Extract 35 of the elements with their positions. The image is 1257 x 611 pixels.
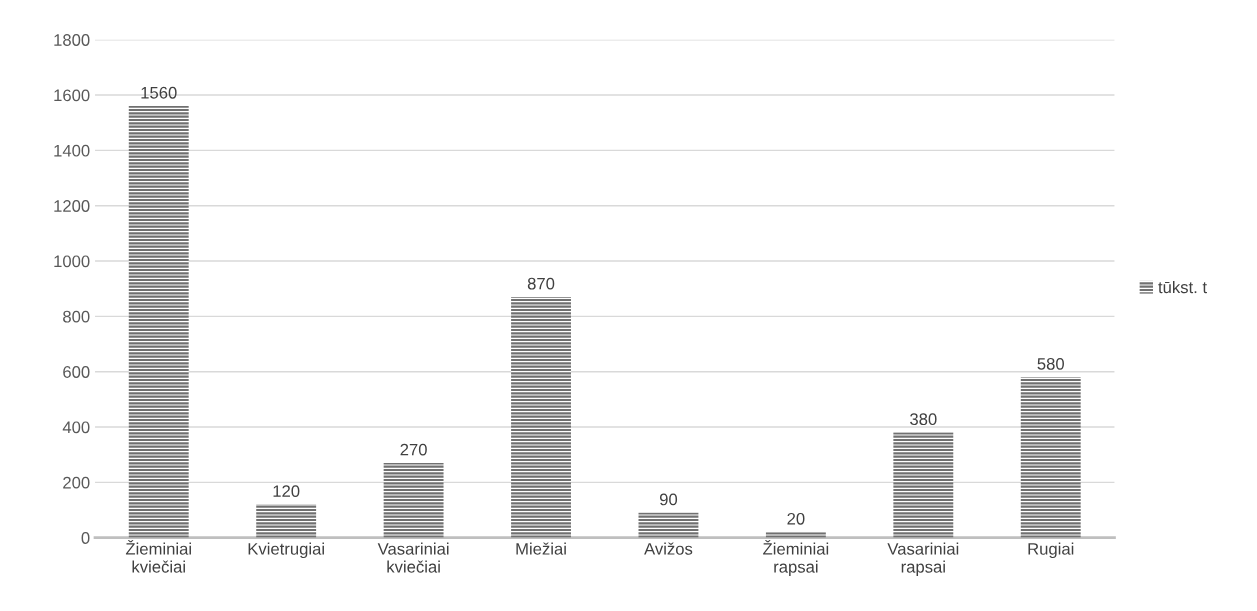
y-tick-label: 1400 bbox=[54, 144, 90, 157]
bar bbox=[511, 297, 571, 538]
y-tick-label: 1000 bbox=[54, 255, 90, 268]
bar bbox=[1020, 377, 1081, 538]
y-tick-label: 1600 bbox=[54, 89, 90, 102]
data-label: 870 bbox=[527, 277, 555, 290]
y-tick-label: 1800 bbox=[54, 34, 90, 46]
y-tick-label: 1200 bbox=[54, 200, 90, 212]
bar bbox=[128, 106, 189, 538]
data-label: 1560 bbox=[141, 86, 177, 99]
y-tick-label: 400 bbox=[62, 421, 90, 434]
x-tick-label: Žieminiai kviečiai bbox=[125, 540, 191, 573]
data-label: 580 bbox=[1037, 357, 1064, 370]
x-tick-label: Avižos bbox=[644, 542, 693, 555]
data-label: 90 bbox=[659, 493, 678, 506]
y-tick-label: 800 bbox=[63, 310, 90, 323]
y-tick-label: 0 bbox=[81, 532, 90, 544]
bar bbox=[893, 432, 954, 538]
data-label: 120 bbox=[273, 485, 300, 498]
x-tick-label: Miežiai bbox=[516, 542, 566, 555]
data-label: 380 bbox=[910, 413, 937, 426]
data-label: 20 bbox=[787, 512, 805, 525]
y-tick-label: 200 bbox=[63, 476, 90, 489]
x-tick-label: Vasariniai kviečiai bbox=[377, 542, 449, 573]
y-tick-label: 600 bbox=[63, 366, 90, 378]
bar bbox=[638, 512, 699, 538]
data-label: 270 bbox=[400, 443, 427, 456]
bar bbox=[256, 504, 317, 538]
bar bbox=[765, 532, 826, 538]
x-tick-label: Rugiai bbox=[1028, 542, 1074, 559]
x-tick-label: Vasariniai rapsai bbox=[887, 542, 959, 577]
bar bbox=[383, 462, 444, 538]
x-tick-label: Kvietrugiai bbox=[248, 542, 324, 559]
x-tick-label: Žieminiai rapsai bbox=[763, 540, 829, 577]
legend-label: tūkst. t bbox=[1158, 280, 1207, 294]
